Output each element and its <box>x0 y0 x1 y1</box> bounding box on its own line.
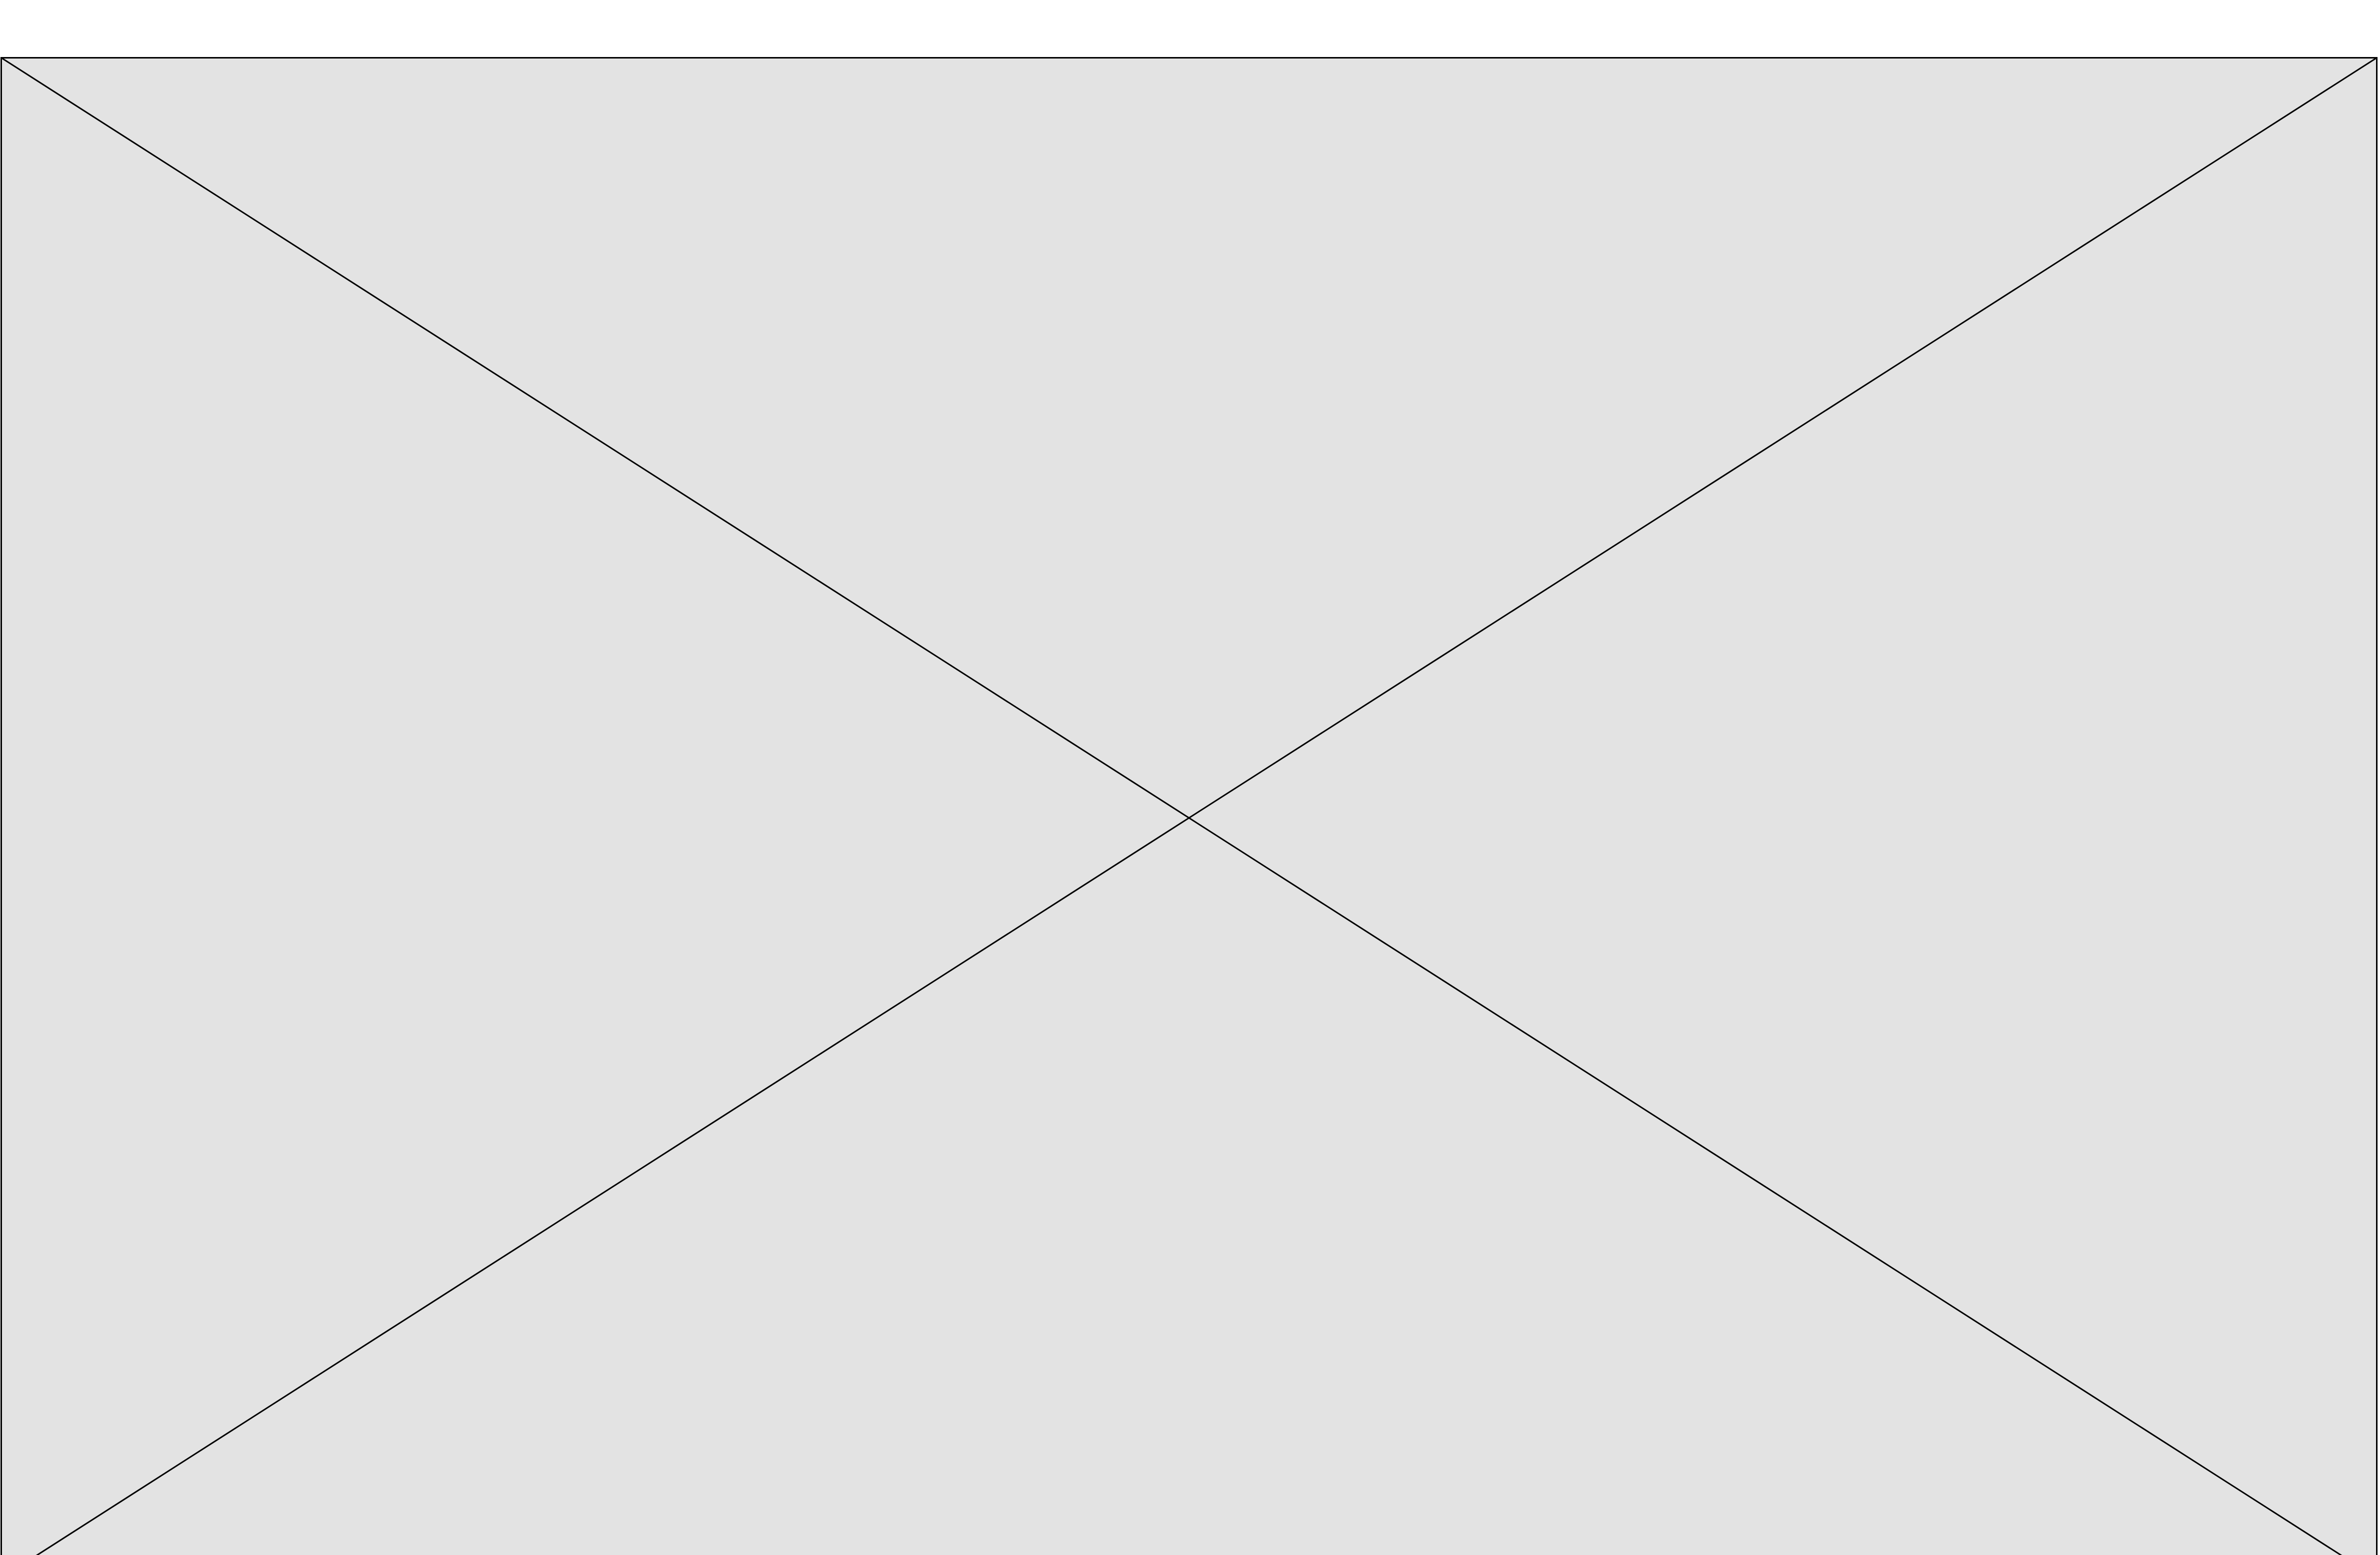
image-placeholder <box>0 57 2378 1555</box>
placeholder-frame <box>0 57 2378 1555</box>
placeholder-antidiagonal-line <box>36 57 2378 1555</box>
